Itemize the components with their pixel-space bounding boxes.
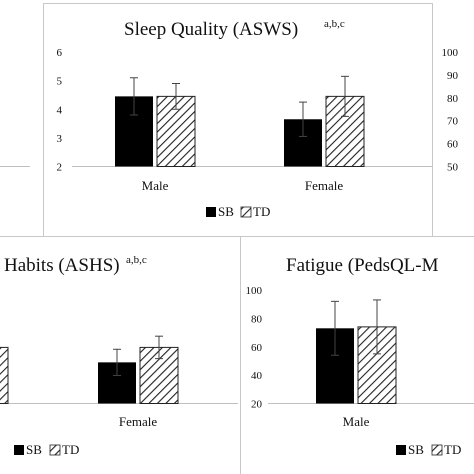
sleep-habits-legend: SB TD: [14, 442, 79, 457]
y-tick-label: 90: [447, 70, 459, 82]
legend-swatch-td-habits: [49, 444, 61, 456]
y-tick-label: 80: [251, 313, 263, 325]
y-tick-label: 6: [57, 47, 63, 59]
legend-label-sb-habits: SB: [26, 442, 42, 457]
legend-swatch-sb: [206, 207, 216, 217]
y-tick-label: 4: [57, 104, 63, 116]
bar-td-cropped: [0, 346, 9, 404]
legend-label-sb-fatigue: SB: [408, 442, 424, 457]
sleep-quality-legend: SB TD: [206, 204, 270, 219]
legend-label-td-habits: TD: [62, 442, 79, 457]
y-tick-label: 100: [442, 47, 459, 59]
y-tick-label: 60: [251, 342, 263, 354]
panel-frame-sleep-quality: [43, 3, 433, 237]
legend-label-sb: SB: [218, 204, 234, 219]
legend-swatch-td: [240, 206, 252, 218]
category-label-male: Male: [142, 178, 169, 193]
legend-swatch-td-fatigue: [431, 444, 443, 456]
sleep-habits-panel: Habits (ASHS) a,b,c Female SB TD: [0, 254, 238, 457]
legend-swatch-sb-habits: [14, 445, 24, 455]
category-label-male-fatigue: Male: [343, 414, 370, 429]
sleep-habits-title-superscript: a,b,c: [126, 254, 147, 266]
sleep-quality-panel: Sleep Quality (ASWS) a,b,c 2 3 4 5 6 Male Fe…: [57, 18, 432, 219]
legend-swatch-sb-fatigue: [396, 445, 406, 455]
y-tick-label: 60: [447, 139, 459, 151]
sleep-quality-bars: [115, 75, 365, 167]
right-top-y-ticks: 50 60 70 80 90 100: [442, 47, 459, 174]
y-tick-label: 2: [57, 162, 63, 174]
y-tick-label: 40: [251, 370, 263, 382]
y-tick-label: 100: [246, 285, 263, 297]
sleep-habits-title: Habits (ASHS): [4, 255, 120, 276]
fatigue-y-ticks: 20 40 60 80 100: [246, 285, 263, 411]
y-tick-label: 70: [447, 116, 459, 128]
y-tick-label: 20: [251, 399, 263, 411]
sleep-quality-title-superscript: a,b,c: [324, 18, 345, 30]
legend-label-td-fatigue: TD: [444, 442, 461, 457]
sleep-quality-y-ticks: 2 3 4 5 6: [57, 47, 63, 174]
y-tick-label: 80: [447, 93, 459, 105]
category-label-female: Female: [305, 178, 343, 193]
right-top-panel: 50 60 70 80 90 100: [442, 47, 459, 174]
legend-label-td: TD: [253, 204, 270, 219]
panel-borders: [0, 3, 474, 474]
sleep-habits-bars: [0, 335, 179, 404]
y-tick-label: 5: [57, 76, 63, 88]
sleep-quality-title: Sleep Quality (ASWS): [124, 19, 298, 40]
fatigue-title: Fatigue (PedsQL-M: [286, 255, 439, 276]
y-tick-label: 50: [447, 162, 459, 174]
y-tick-label: 3: [57, 133, 63, 145]
fatigue-bars: [316, 299, 397, 405]
fatigue-legend: SB TD: [396, 442, 461, 457]
fatigue-panel: Fatigue (PedsQL-M 20 40 60 80 100 Male SB TD: [246, 255, 474, 457]
category-label-female-habits: Female: [119, 414, 157, 429]
